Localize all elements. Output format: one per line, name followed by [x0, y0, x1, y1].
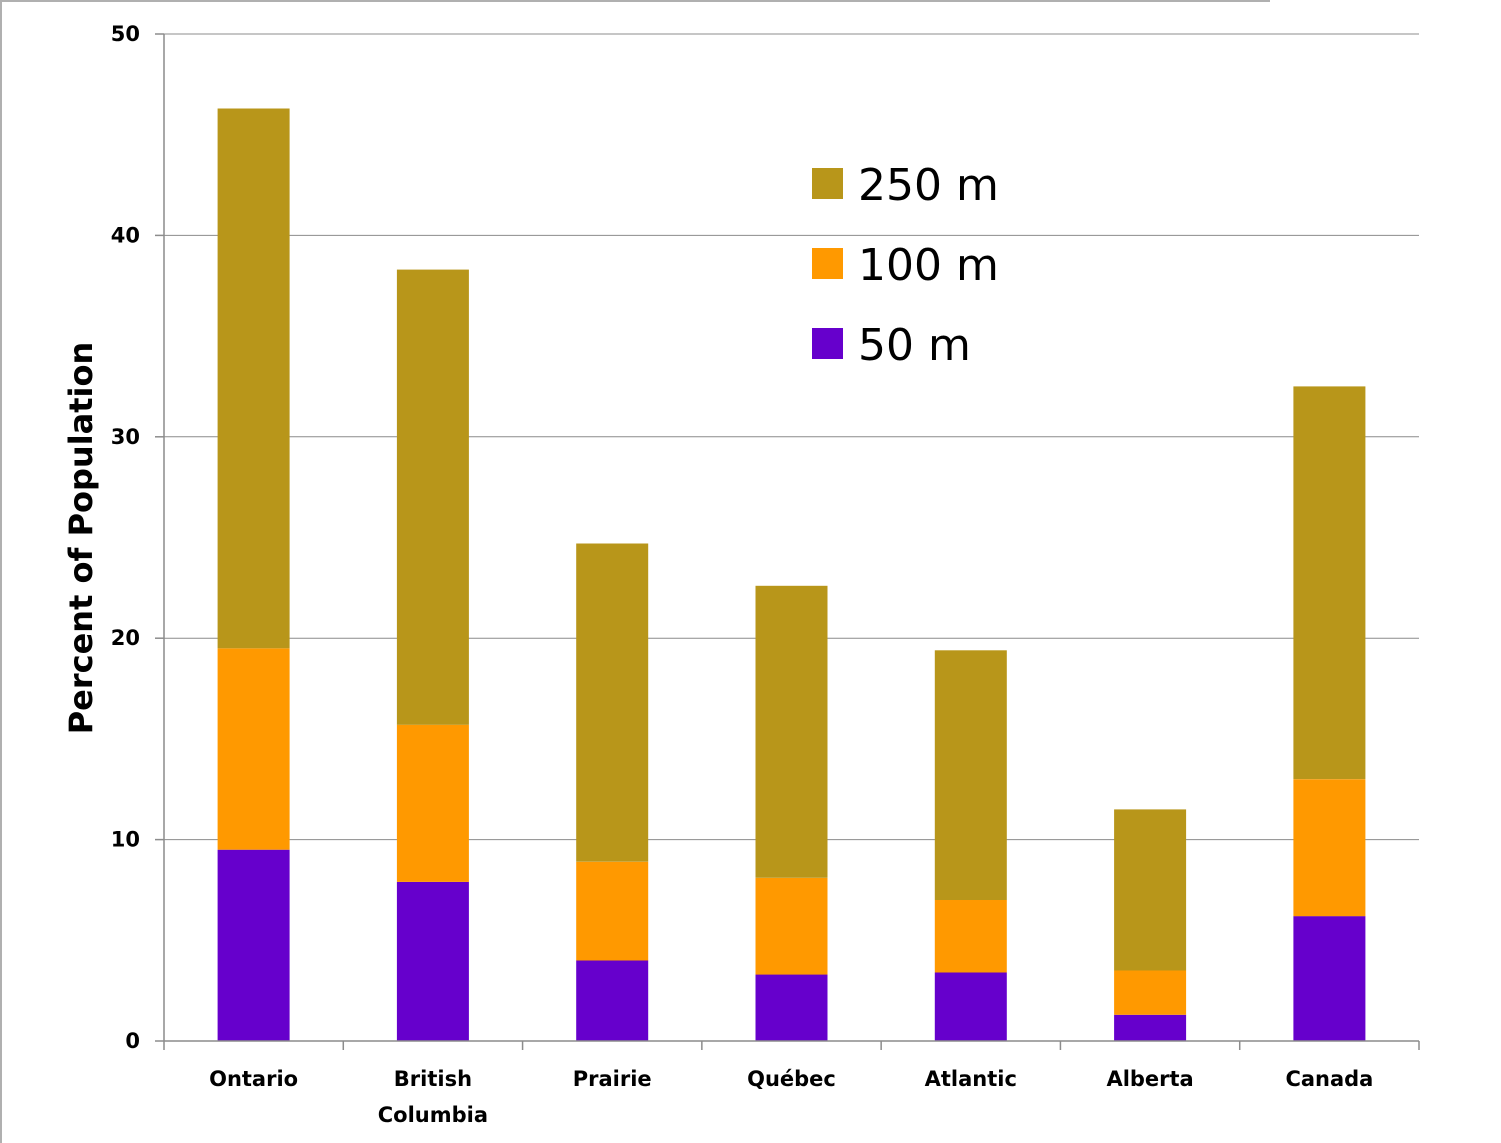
bar-segment: [217, 108, 290, 649]
bar-segment: [1293, 386, 1366, 780]
bar-segment: [217, 849, 290, 1041]
bar-segment: [1114, 1014, 1187, 1041]
x-category-label: Alberta: [1106, 1067, 1193, 1091]
bar-segment: [755, 974, 828, 1041]
bar-segment: [1293, 916, 1366, 1041]
legend-swatch: [812, 168, 843, 199]
bar-segment: [396, 269, 469, 725]
x-category-label: Atlantic: [925, 1067, 1017, 1091]
bar-segment: [396, 881, 469, 1041]
legend-label: 100 m: [858, 240, 999, 291]
y-tick-label: 30: [111, 425, 140, 449]
bar-segment: [755, 877, 828, 975]
y-tick-labels: 0 10 20 30 40 50: [111, 22, 140, 1053]
bar-segment: [755, 585, 828, 878]
bar-segment: [934, 900, 1007, 973]
x-category-labels: Ontario British Columbia Prairie Québec Atlan…: [209, 1067, 1373, 1127]
legend-swatch: [812, 248, 843, 279]
bar-segment: [934, 972, 1007, 1041]
x-category-label: British: [394, 1067, 472, 1091]
bar-segment: [934, 650, 1007, 900]
y-axis-title: Percent of Population: [62, 342, 100, 735]
x-category-label: Prairie: [573, 1067, 652, 1091]
x-category-label: Ontario: [209, 1067, 298, 1091]
legend-label: 250 m: [858, 160, 999, 211]
y-tick-label: 40: [111, 223, 140, 247]
bar-segment: [217, 648, 290, 850]
bar-segment: [1293, 779, 1366, 917]
legend: 250 m 100 m 50 m: [812, 160, 999, 371]
y-tick-label: 0: [125, 1029, 140, 1053]
bar-segment: [1114, 809, 1187, 971]
y-tick-label: 20: [111, 626, 140, 650]
bars: [217, 108, 1366, 1041]
bar-segment: [1114, 970, 1187, 1015]
bar-segment: [396, 724, 469, 882]
x-category-label: Columbia: [378, 1103, 488, 1127]
y-tick-label: 10: [111, 828, 140, 852]
y-tick-label: 50: [111, 22, 140, 46]
legend-label: 50 m: [858, 320, 971, 371]
x-category-label: Québec: [747, 1067, 836, 1091]
legend-swatch: [812, 328, 843, 359]
bar-segment: [576, 543, 649, 862]
axes: [155, 33, 1420, 1050]
x-category-label: Canada: [1285, 1067, 1373, 1091]
bar-segment: [576, 960, 649, 1041]
bar-segment: [576, 861, 649, 961]
